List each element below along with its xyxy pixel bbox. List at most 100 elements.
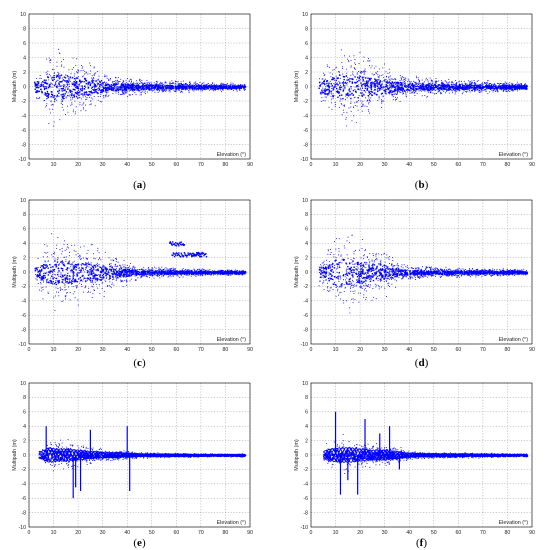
data-point: [444, 88, 446, 90]
data-point: [415, 87, 417, 90]
data-point: [111, 282, 113, 284]
x-tick-label: 20: [75, 162, 81, 168]
data-point: [56, 61, 58, 63]
data-point: [511, 87, 513, 89]
data-point: [407, 84, 410, 86]
data-point: [437, 84, 440, 86]
data-point: [82, 88, 84, 90]
data-point: [507, 90, 509, 92]
data-point: [451, 84, 453, 86]
y-tick-label: 0: [305, 84, 308, 90]
data-point: [365, 82, 367, 85]
data-point: [107, 89, 109, 92]
data-point: [196, 88, 198, 90]
data-point: [491, 89, 493, 91]
data-point: [438, 88, 441, 90]
data-point: [453, 86, 455, 89]
data-point: [419, 88, 421, 90]
data-point: [209, 86, 212, 88]
data-point: [422, 82, 424, 84]
data-point: [161, 91, 163, 93]
data-point: [438, 80, 440, 82]
data-point: [181, 89, 183, 91]
data-point: [387, 88, 389, 90]
data-point: [517, 85, 519, 86]
data-point: [496, 88, 498, 90]
data-point: [41, 92, 43, 94]
data-point: [93, 85, 96, 87]
data-point: [73, 67, 74, 69]
data-point: [94, 88, 97, 91]
data-point: [111, 87, 114, 89]
data-point: [332, 93, 334, 95]
data-point: [46, 95, 49, 97]
data-point: [419, 90, 421, 92]
data-point: [392, 91, 394, 93]
data-point: [332, 78, 334, 81]
data-point: [46, 88, 48, 90]
data-point: [72, 88, 75, 91]
data-point: [40, 280, 42, 281]
data-point: [424, 90, 426, 92]
data-point: [430, 84, 432, 86]
data-point: [60, 85, 62, 87]
data-point: [228, 88, 230, 90]
data-point: [375, 72, 377, 74]
data-point: [92, 89, 95, 91]
data-point: [101, 89, 103, 91]
data-point: [321, 97, 323, 98]
data-point: [467, 86, 469, 88]
data-point: [65, 114, 66, 115]
y-tick-label: 4: [305, 55, 308, 61]
data-point: [435, 81, 437, 83]
data-point: [470, 82, 472, 84]
data-point: [96, 92, 98, 94]
data-point: [353, 97, 355, 99]
data-point: [197, 85, 199, 88]
data-point: [216, 84, 218, 86]
data-point: [378, 98, 380, 100]
data-point: [159, 89, 160, 91]
data-point: [72, 293, 74, 295]
data-point: [173, 86, 175, 88]
data-point: [147, 267, 149, 269]
data-point: [347, 82, 349, 84]
data-point: [132, 88, 134, 90]
data-point: [94, 290, 95, 291]
data-point: [348, 60, 350, 62]
data-point: [367, 95, 370, 97]
data-point: [191, 86, 194, 88]
data-point: [199, 82, 201, 83]
data-point: [357, 76, 359, 79]
data-point: [362, 105, 364, 107]
data-point: [219, 84, 221, 86]
data-point: [338, 88, 340, 90]
data-point: [425, 79, 427, 81]
data-point: [125, 89, 128, 92]
data-point: [418, 80, 420, 82]
data-point: [515, 89, 517, 91]
data-point: [378, 68, 380, 70]
data-point: [398, 83, 400, 85]
data-point: [160, 268, 162, 270]
data-point: [137, 82, 139, 84]
data-point: [496, 90, 498, 92]
data-point: [220, 84, 221, 86]
data-point: [81, 89, 83, 92]
data-point: [57, 79, 59, 81]
data-point: [53, 68, 55, 70]
data-point: [394, 89, 396, 92]
data-point: [332, 97, 334, 99]
data-point: [53, 96, 55, 98]
data-point: [57, 74, 59, 76]
data-point: [365, 85, 367, 87]
data-point: [455, 90, 457, 92]
data-point: [240, 87, 242, 89]
data-point: [94, 87, 96, 88]
data-point: [322, 100, 324, 102]
data-point: [377, 71, 378, 73]
data-point: [441, 82, 443, 84]
data-point: [447, 88, 449, 90]
data-point: [510, 89, 512, 91]
data-point: [67, 86, 69, 88]
